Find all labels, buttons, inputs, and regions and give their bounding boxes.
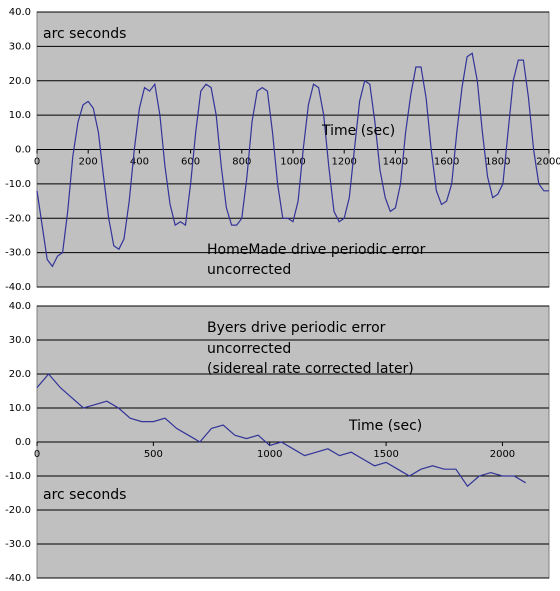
y-tick-label: -10.0 xyxy=(5,179,31,190)
annotation: uncorrected xyxy=(207,341,291,357)
x-tick-label: 1400 xyxy=(383,157,408,168)
annotation: uncorrected xyxy=(207,262,291,278)
annotation: HomeMade drive periodic error xyxy=(207,242,426,258)
x-tick-label: 400 xyxy=(130,157,149,168)
annotation: arc seconds xyxy=(43,487,126,503)
x-tick-label: 2000 xyxy=(490,449,515,460)
annotation: Time (sec) xyxy=(348,418,422,434)
x-tick-label: 1800 xyxy=(485,157,510,168)
y-tick-label: -30.0 xyxy=(5,248,31,259)
x-tick-label: 200 xyxy=(79,157,98,168)
y-tick-label: -10.0 xyxy=(5,471,31,482)
x-tick-label: 0 xyxy=(34,157,40,168)
x-tick-label: 1000 xyxy=(280,157,305,168)
data-line xyxy=(36,373,527,488)
x-tick-label: 500 xyxy=(144,449,163,460)
data-line xyxy=(36,52,549,268)
y-tick-label: 10.0 xyxy=(9,110,31,121)
x-tick-label: 800 xyxy=(232,157,251,168)
annotation: (sidereal rate corrected later) xyxy=(207,361,414,377)
y-tick-label: 20.0 xyxy=(9,76,31,87)
y-tick-label: 30.0 xyxy=(9,41,31,52)
annotation: arc seconds xyxy=(43,26,126,42)
y-tick-label: 0.0 xyxy=(15,437,31,448)
y-tick-label: -40.0 xyxy=(5,573,31,584)
x-tick-label: 1000 xyxy=(257,449,282,460)
x-tick-label: 0 xyxy=(34,449,40,460)
y-tick-label: 0.0 xyxy=(15,145,31,156)
x-tick-label: 1500 xyxy=(373,449,398,460)
x-tick-label: 1600 xyxy=(434,157,459,168)
annotation: Time (sec) xyxy=(321,123,395,139)
y-tick-label: 10.0 xyxy=(9,403,31,414)
x-tick-label: 2000 xyxy=(536,157,560,168)
y-tick-label: -30.0 xyxy=(5,539,31,550)
y-tick-label: 40.0 xyxy=(9,301,31,312)
y-tick-label: 30.0 xyxy=(9,335,31,346)
y-tick-label: -20.0 xyxy=(5,213,31,224)
x-tick-label: 600 xyxy=(181,157,200,168)
y-tick-label: 40.0 xyxy=(9,7,31,18)
y-tick-label: -40.0 xyxy=(5,282,31,293)
y-tick-label: -20.0 xyxy=(5,505,31,516)
y-tick-label: 20.0 xyxy=(9,369,31,380)
annotation: Byers drive periodic error xyxy=(207,320,386,336)
x-tick-label: 1200 xyxy=(331,157,356,168)
